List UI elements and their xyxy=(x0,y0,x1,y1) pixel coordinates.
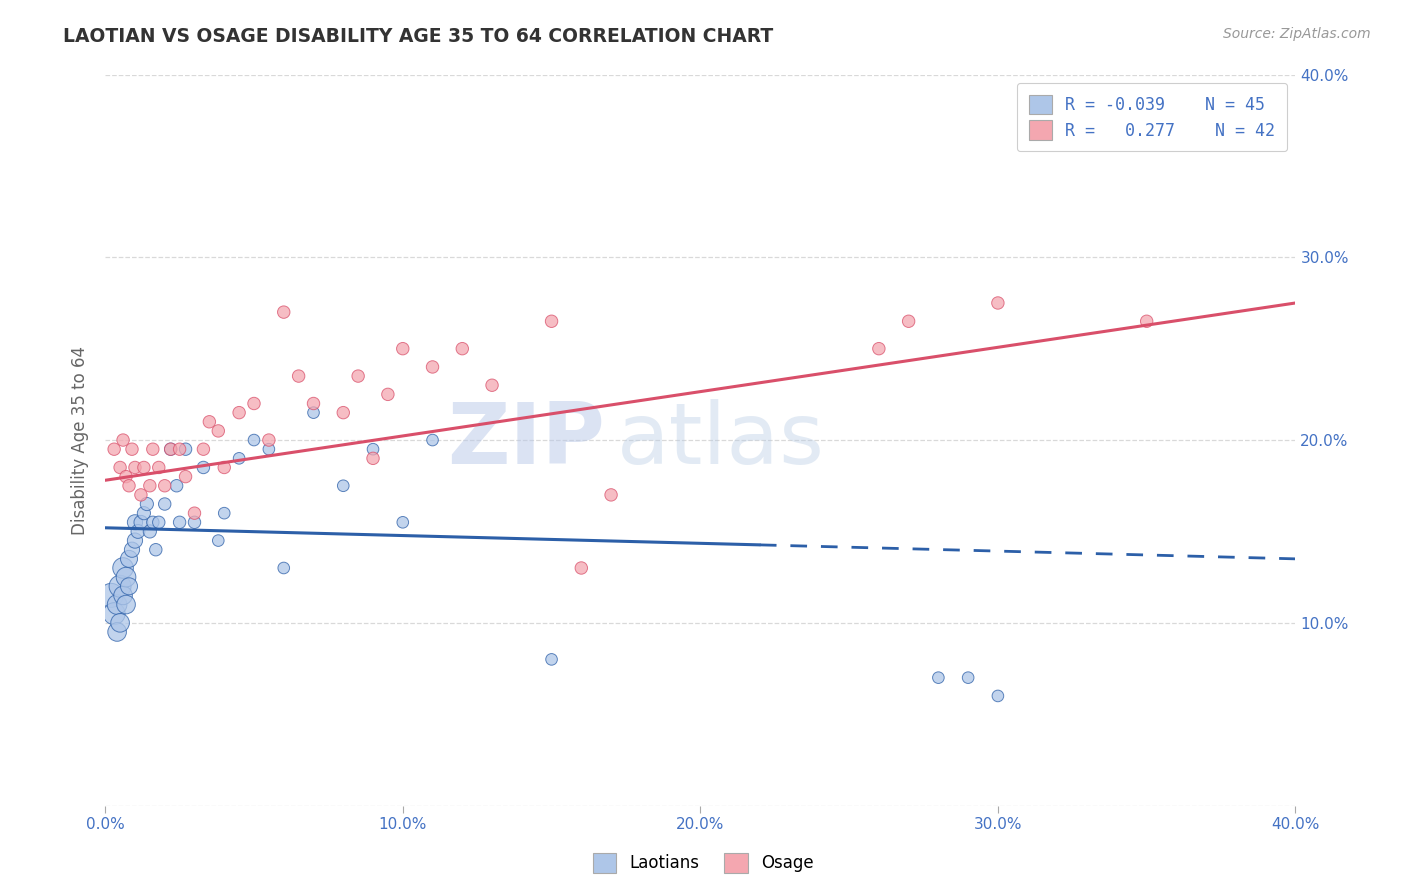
Point xyxy=(273,561,295,575)
Point xyxy=(169,442,191,457)
Point xyxy=(897,314,920,328)
Text: LAOTIAN VS OSAGE DISABILITY AGE 35 TO 64 CORRELATION CHART: LAOTIAN VS OSAGE DISABILITY AGE 35 TO 64… xyxy=(63,27,773,45)
Point xyxy=(600,488,623,502)
Point xyxy=(987,689,1010,703)
Point xyxy=(198,415,221,429)
Text: atlas: atlas xyxy=(617,399,825,482)
Point xyxy=(302,396,325,410)
Point xyxy=(115,598,138,612)
Point xyxy=(108,579,131,593)
Point xyxy=(451,342,474,356)
Point xyxy=(166,479,188,493)
Point xyxy=(257,433,280,447)
Point xyxy=(153,479,176,493)
Point xyxy=(347,369,370,384)
Text: Source: ZipAtlas.com: Source: ZipAtlas.com xyxy=(1223,27,1371,41)
Point xyxy=(124,460,146,475)
Point xyxy=(228,406,250,420)
Point xyxy=(145,542,167,557)
Point xyxy=(193,442,215,457)
Point xyxy=(422,433,444,447)
Text: ZIP: ZIP xyxy=(447,399,605,482)
Point xyxy=(332,479,354,493)
Point xyxy=(361,451,384,466)
Point xyxy=(332,406,354,420)
Point xyxy=(127,524,149,539)
Point xyxy=(159,442,181,457)
Point xyxy=(121,442,143,457)
Point xyxy=(132,460,155,475)
Point xyxy=(569,561,592,575)
Point xyxy=(174,469,197,483)
Point xyxy=(139,479,162,493)
Point xyxy=(112,561,135,575)
Legend: R = -0.039    N = 45, R =   0.277    N = 42: R = -0.039 N = 45, R = 0.277 N = 42 xyxy=(1017,83,1286,152)
Point xyxy=(169,516,191,530)
Point xyxy=(159,442,181,457)
Point xyxy=(118,552,141,566)
Point xyxy=(212,506,235,520)
Point xyxy=(212,460,235,475)
Point xyxy=(273,305,295,319)
Y-axis label: Disability Age 35 to 64: Disability Age 35 to 64 xyxy=(72,345,89,534)
Point xyxy=(108,615,131,630)
Point xyxy=(927,671,949,685)
Point xyxy=(153,497,176,511)
Point xyxy=(957,671,980,685)
Point xyxy=(115,469,138,483)
Point xyxy=(118,579,141,593)
Point xyxy=(115,570,138,584)
Point xyxy=(121,542,143,557)
Point xyxy=(142,442,165,457)
Point xyxy=(105,598,128,612)
Point xyxy=(228,451,250,466)
Point xyxy=(124,516,146,530)
Point xyxy=(868,342,890,356)
Legend: Laotians, Osage: Laotians, Osage xyxy=(586,847,820,880)
Point xyxy=(207,533,229,548)
Point xyxy=(377,387,399,401)
Point xyxy=(243,396,266,410)
Point xyxy=(142,516,165,530)
Point xyxy=(132,506,155,520)
Point xyxy=(183,506,205,520)
Point xyxy=(207,424,229,438)
Point xyxy=(108,460,131,475)
Point xyxy=(148,460,170,475)
Point xyxy=(361,442,384,457)
Point xyxy=(129,516,152,530)
Point xyxy=(540,652,562,666)
Point xyxy=(105,624,128,639)
Point xyxy=(135,497,157,511)
Point xyxy=(481,378,503,392)
Point xyxy=(391,516,413,530)
Point xyxy=(174,442,197,457)
Point xyxy=(287,369,309,384)
Point xyxy=(1136,314,1159,328)
Point xyxy=(103,442,125,457)
Point xyxy=(243,433,266,447)
Point xyxy=(103,607,125,621)
Point xyxy=(422,359,444,374)
Point xyxy=(257,442,280,457)
Point xyxy=(193,460,215,475)
Point xyxy=(112,433,135,447)
Point xyxy=(129,488,152,502)
Point xyxy=(540,314,562,328)
Point xyxy=(124,533,146,548)
Point xyxy=(118,479,141,493)
Point xyxy=(100,589,122,603)
Point xyxy=(391,342,413,356)
Point xyxy=(139,524,162,539)
Point xyxy=(302,406,325,420)
Point xyxy=(987,296,1010,310)
Point xyxy=(183,516,205,530)
Point xyxy=(148,516,170,530)
Point xyxy=(112,589,135,603)
